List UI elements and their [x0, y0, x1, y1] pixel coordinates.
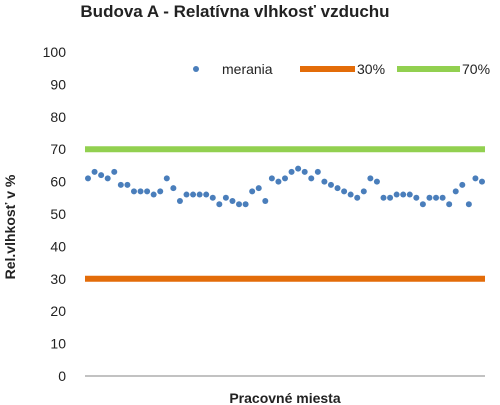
data-point-7: [124, 181, 131, 188]
y-tick-label-0: 0: [58, 368, 66, 384]
data-point-16: [183, 191, 190, 198]
data-point-8: [130, 188, 137, 195]
data-point-11: [150, 191, 157, 198]
data-point-26: [249, 188, 256, 195]
data-point-3: [98, 172, 105, 179]
data-point-12: [157, 188, 164, 195]
data-point-13: [163, 175, 170, 182]
data-point-10: [144, 188, 151, 195]
data-point-32: [288, 168, 295, 175]
data-point-17: [190, 191, 197, 198]
y-axis-label: Rel.vlhkosť v %: [2, 174, 18, 279]
data-point-60: [472, 175, 479, 182]
data-point-45: [373, 178, 380, 185]
data-point-53: [426, 194, 433, 201]
data-point-48: [393, 191, 400, 198]
data-point-14: [170, 185, 177, 192]
data-point-29: [268, 175, 275, 182]
data-point-22: [222, 194, 229, 201]
data-point-1: [85, 175, 91, 182]
data-point-39: [334, 185, 341, 192]
data-point-56: [446, 201, 453, 208]
data-point-43: [360, 188, 367, 195]
data-point-61: [479, 178, 485, 185]
data-point-58: [459, 181, 466, 188]
data-point-24: [236, 201, 243, 208]
scatter-points: [85, 165, 485, 208]
y-tick-label-30: 30: [50, 271, 66, 287]
data-point-4: [104, 175, 111, 182]
y-tick-label-90: 90: [50, 76, 66, 92]
reference-lines: [85, 146, 485, 282]
y-tick-label-100: 100: [43, 44, 67, 60]
legend-label-merania: merania: [222, 61, 273, 77]
data-point-31: [282, 175, 288, 182]
data-point-54: [433, 194, 440, 201]
data-point-27: [255, 185, 262, 192]
y-tick-label-60: 60: [50, 174, 66, 190]
data-point-21: [216, 201, 223, 208]
data-point-18: [196, 191, 203, 198]
data-point-33: [295, 165, 302, 172]
data-point-57: [452, 188, 459, 195]
chart-title: Budova A - Relatívna vlhkosť vzduchu: [80, 2, 389, 21]
data-point-6: [117, 181, 124, 188]
y-tick-label-50: 50: [50, 206, 66, 222]
data-point-51: [413, 194, 420, 201]
data-point-28: [262, 198, 269, 205]
data-point-49: [400, 191, 407, 198]
data-point-30: [275, 178, 282, 185]
data-point-44: [367, 175, 374, 182]
data-point-23: [229, 198, 236, 205]
data-point-36: [314, 168, 321, 175]
data-point-25: [242, 201, 249, 208]
data-point-2: [91, 168, 98, 175]
legend-label-30: 30%: [357, 61, 385, 77]
legend: merania 30% 70%: [193, 61, 490, 77]
legend-label-70: 70%: [462, 61, 490, 77]
y-tick-label-70: 70: [50, 141, 66, 157]
data-point-47: [387, 194, 394, 201]
data-point-52: [419, 201, 426, 208]
data-point-55: [439, 194, 446, 201]
data-point-9: [137, 188, 144, 195]
data-point-19: [203, 191, 210, 198]
data-point-46: [380, 194, 387, 201]
data-point-5: [111, 168, 118, 175]
data-point-37: [321, 178, 328, 185]
y-tick-label-40: 40: [50, 238, 66, 254]
y-tick-labels: 0 10 20 30 40 50 60 70 80 90 100: [43, 44, 67, 384]
y-tick-label-80: 80: [50, 109, 66, 125]
data-point-20: [209, 194, 216, 201]
data-point-59: [465, 201, 472, 208]
y-tick-label-10: 10: [50, 336, 66, 352]
x-axis-label: Pracovné miesta: [229, 390, 340, 405]
y-tick-label-20: 20: [50, 303, 66, 319]
data-point-50: [406, 191, 413, 198]
data-point-41: [347, 191, 354, 198]
data-point-15: [176, 198, 183, 205]
data-point-40: [341, 188, 348, 195]
legend-marker-merania: [193, 66, 199, 72]
data-point-42: [354, 194, 361, 201]
data-point-34: [301, 168, 308, 175]
data-point-38: [327, 181, 334, 188]
data-point-35: [308, 175, 315, 182]
